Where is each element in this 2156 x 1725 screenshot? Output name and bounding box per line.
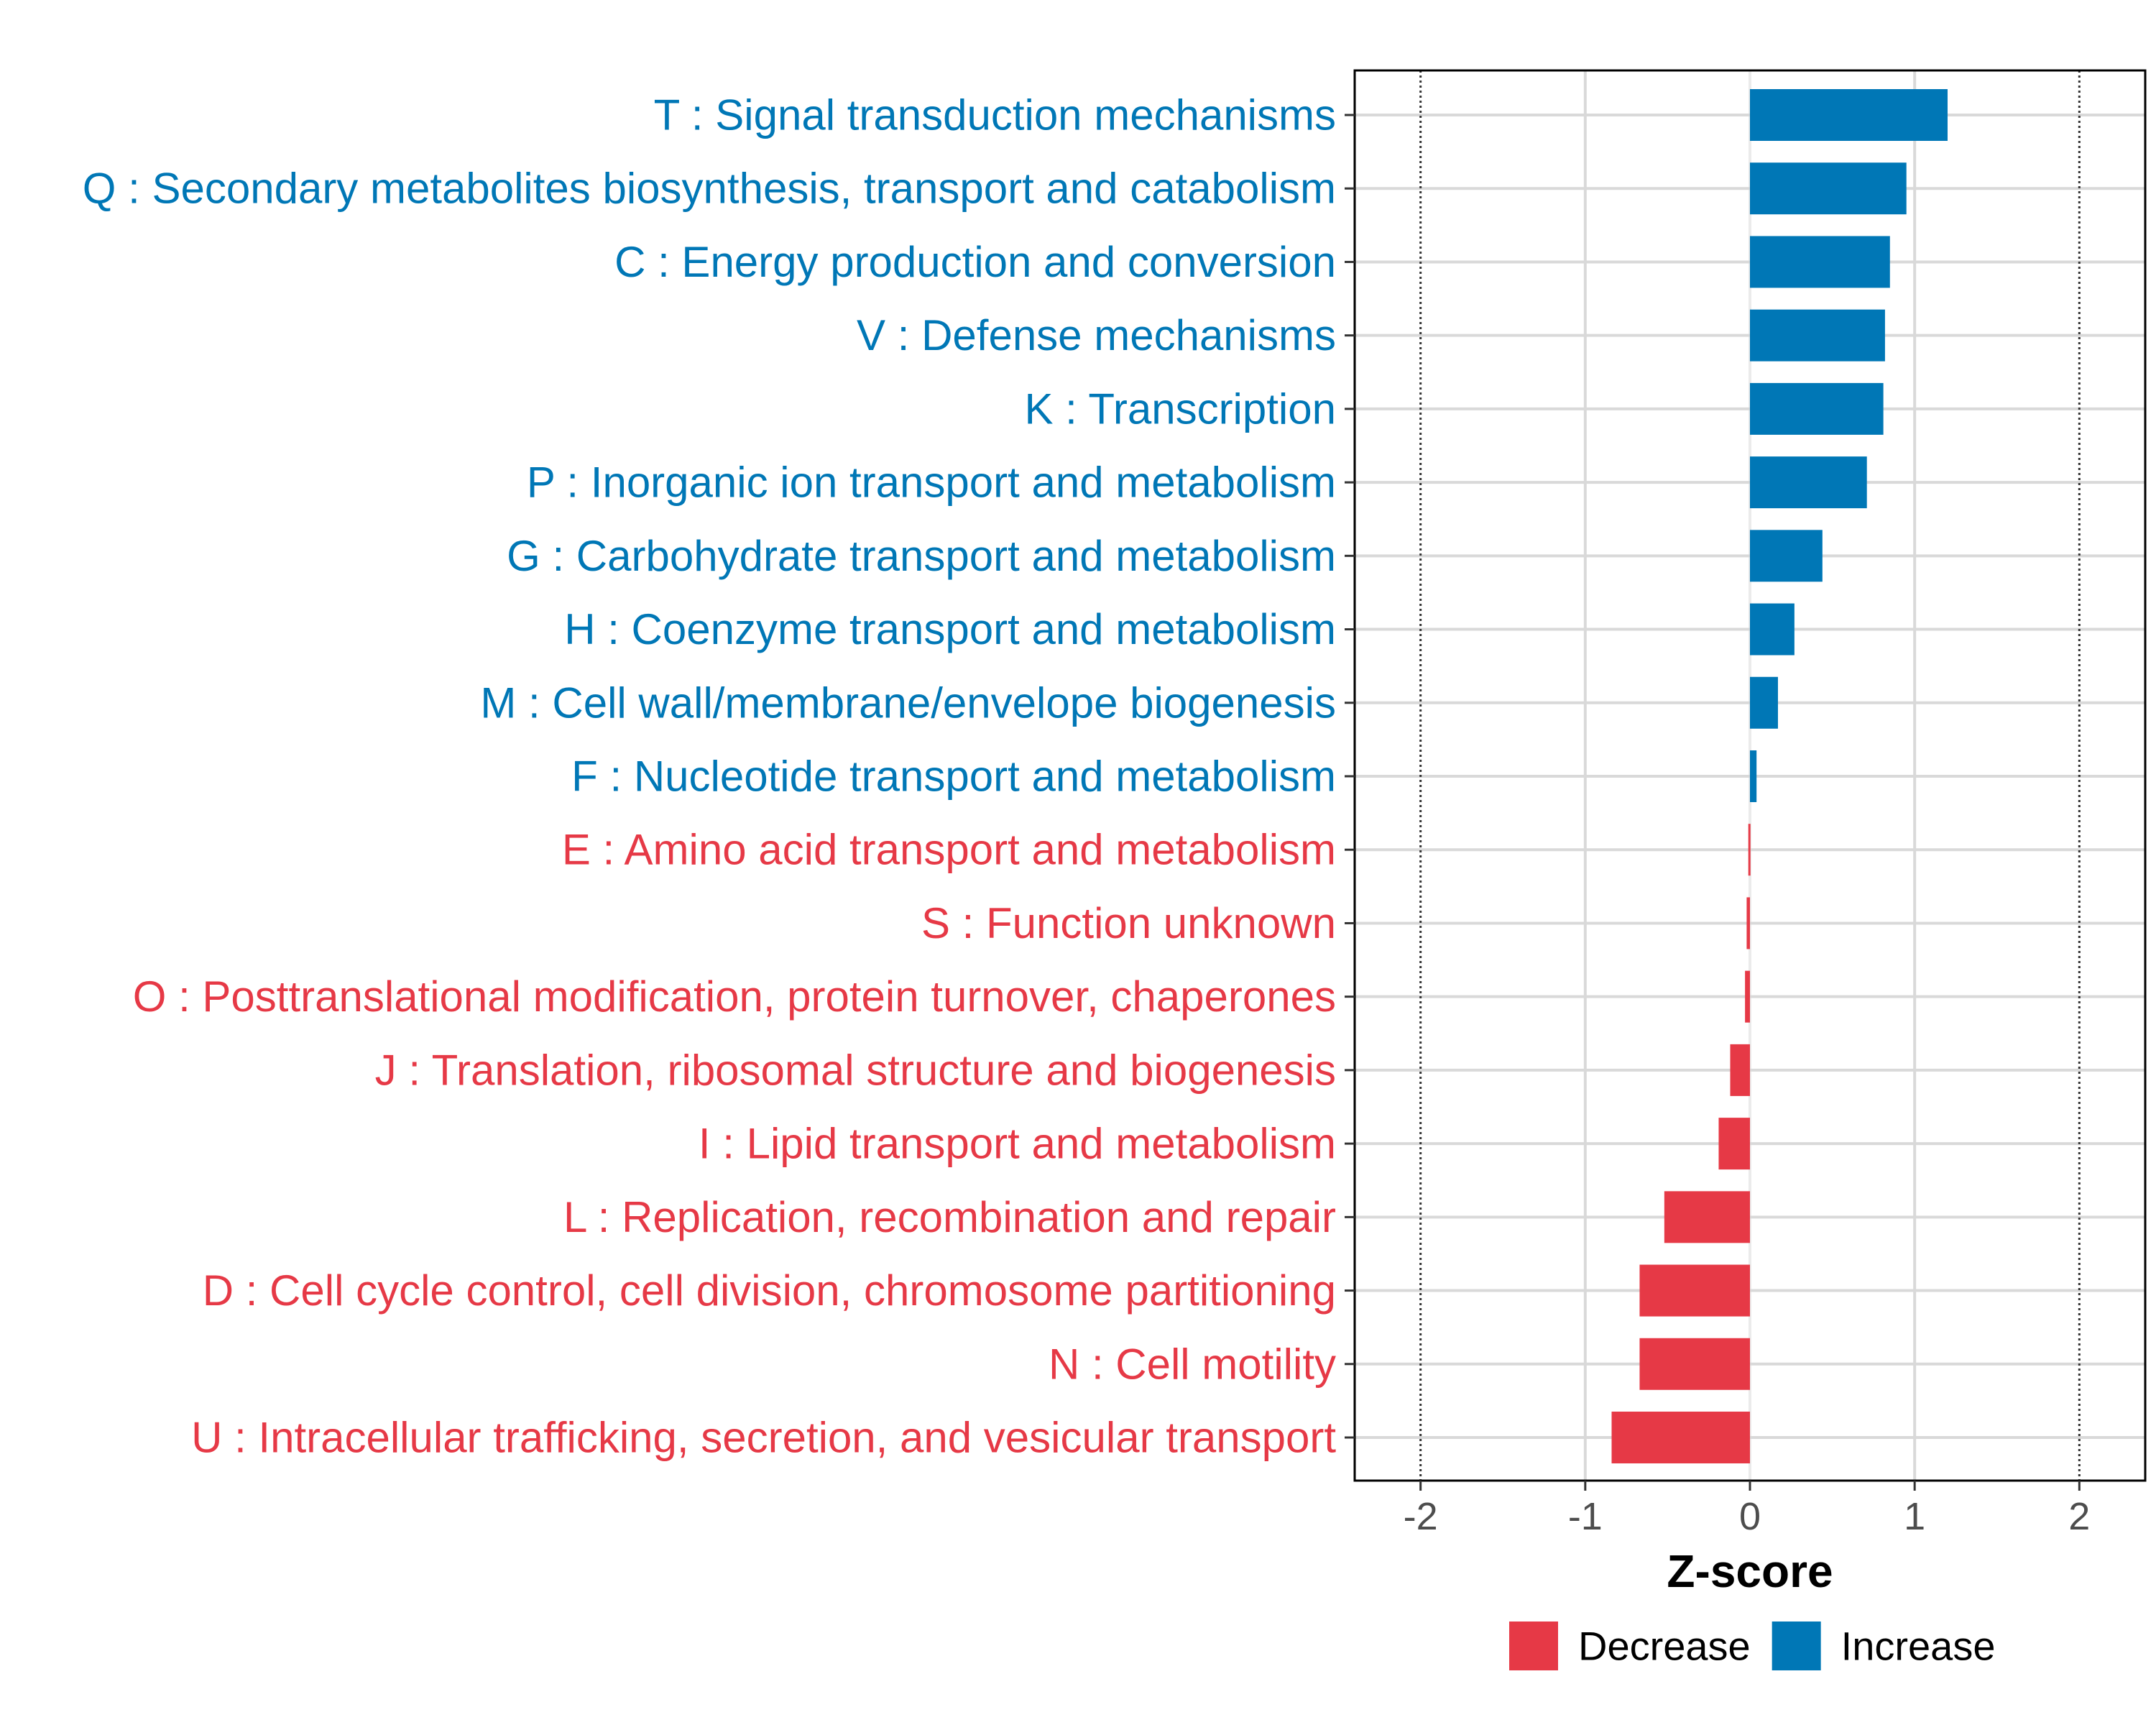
y-tick-label: G : Carbohydrate transport and metabolis… bbox=[507, 532, 1336, 580]
bar bbox=[1750, 603, 1795, 656]
y-tick-label: L : Replication, recombination and repai… bbox=[563, 1193, 1336, 1241]
y-tick-label: K : Transcription bbox=[1024, 385, 1336, 433]
bar bbox=[1730, 1044, 1750, 1096]
y-tick-label: T : Signal transduction mechanisms bbox=[654, 91, 1336, 139]
bar bbox=[1750, 89, 1948, 141]
y-axis: T : Signal transduction mechanisms Q : Se… bbox=[83, 91, 1355, 1462]
bar bbox=[1748, 824, 1751, 876]
bar bbox=[1639, 1264, 1750, 1317]
bars bbox=[1611, 89, 1948, 1463]
y-tick-label: U : Intracellular trafficking, secretion… bbox=[191, 1414, 1336, 1462]
x-axis: -2 -1 0 1 2 bbox=[1404, 1481, 2090, 1538]
legend: Decrease Increase bbox=[1509, 1622, 1995, 1670]
x-axis-title: Z-score bbox=[1667, 1545, 1833, 1597]
y-tick-label: C : Energy production and conversion bbox=[614, 238, 1336, 286]
bar bbox=[1750, 236, 1890, 288]
bar bbox=[1746, 897, 1750, 949]
y-tick-label: F : Nucleotide transport and metabolism bbox=[571, 753, 1336, 801]
bar bbox=[1664, 1191, 1750, 1243]
bar bbox=[1750, 750, 1757, 802]
legend-swatch bbox=[1772, 1622, 1821, 1670]
bar bbox=[1750, 530, 1823, 582]
legend-swatch bbox=[1509, 1622, 1558, 1670]
y-tick-label: P : Inorganic ion transport and metaboli… bbox=[527, 459, 1336, 507]
y-tick-label: E : Amino acid transport and metabolism bbox=[562, 826, 1336, 874]
y-tick-label: S : Function unknown bbox=[921, 899, 1336, 947]
bar bbox=[1745, 970, 1750, 1023]
x-tick-label: 2 bbox=[2068, 1495, 2090, 1538]
bar bbox=[1750, 162, 1907, 215]
bar bbox=[1611, 1412, 1750, 1463]
x-tick-label: -2 bbox=[1404, 1495, 1438, 1538]
y-tick-label: I : Lipid transport and metabolism bbox=[699, 1120, 1336, 1168]
bar bbox=[1750, 456, 1867, 509]
bar bbox=[1750, 309, 1885, 362]
bar bbox=[1718, 1118, 1750, 1170]
y-tick-label: O : Posttranslational modification, prot… bbox=[133, 972, 1336, 1021]
y-tick-label: N : Cell motility bbox=[1049, 1340, 1336, 1388]
x-tick-label: 0 bbox=[1739, 1495, 1761, 1538]
y-tick-label: V : Defense mechanisms bbox=[857, 311, 1336, 359]
x-tick-label: 1 bbox=[1904, 1495, 1925, 1538]
bar bbox=[1750, 382, 1884, 435]
y-tick-label: D : Cell cycle control, cell division, c… bbox=[203, 1266, 1336, 1315]
y-tick-label: Q : Secondary metabolites biosynthesis, … bbox=[83, 165, 1336, 213]
legend-label: Decrease bbox=[1578, 1624, 1751, 1669]
y-tick-label: J : Translation, ribosomal structure and… bbox=[375, 1046, 1336, 1094]
reference-lines bbox=[1419, 70, 2081, 1481]
y-tick-label: H : Coenzyme transport and metabolism bbox=[564, 605, 1336, 653]
bar bbox=[1639, 1338, 1750, 1390]
bar bbox=[1750, 676, 1778, 729]
legend-label: Increase bbox=[1841, 1624, 1996, 1669]
y-tick-label: M : Cell wall/membrane/envelope biogenes… bbox=[480, 678, 1336, 727]
x-tick-label: -1 bbox=[1568, 1495, 1603, 1538]
